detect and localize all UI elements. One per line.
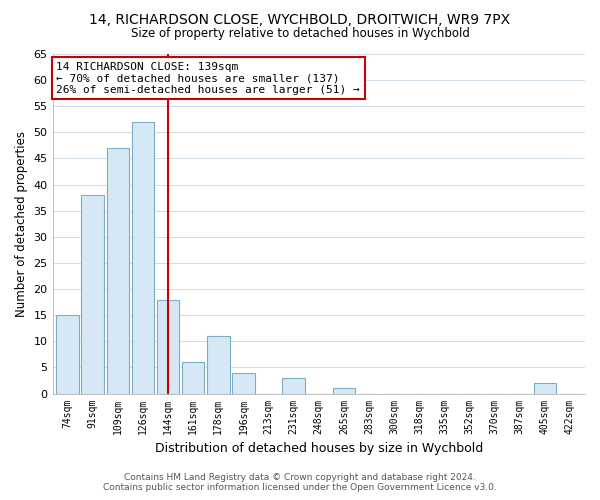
Bar <box>82 195 104 394</box>
Y-axis label: Number of detached properties: Number of detached properties <box>15 131 28 317</box>
Bar <box>131 122 154 394</box>
Bar <box>283 378 305 394</box>
Bar <box>56 315 79 394</box>
Bar <box>232 372 255 394</box>
Text: 14, RICHARDSON CLOSE, WYCHBOLD, DROITWICH, WR9 7PX: 14, RICHARDSON CLOSE, WYCHBOLD, DROITWIC… <box>89 12 511 26</box>
Bar <box>157 300 179 394</box>
Bar <box>533 383 556 394</box>
Text: 14 RICHARDSON CLOSE: 139sqm
← 70% of detached houses are smaller (137)
26% of se: 14 RICHARDSON CLOSE: 139sqm ← 70% of det… <box>56 62 360 95</box>
Bar <box>207 336 230 394</box>
Text: Contains HM Land Registry data © Crown copyright and database right 2024.
Contai: Contains HM Land Registry data © Crown c… <box>103 473 497 492</box>
Bar <box>332 388 355 394</box>
Text: Size of property relative to detached houses in Wychbold: Size of property relative to detached ho… <box>131 28 469 40</box>
X-axis label: Distribution of detached houses by size in Wychbold: Distribution of detached houses by size … <box>155 442 483 455</box>
Bar <box>107 148 129 394</box>
Bar <box>182 362 205 394</box>
